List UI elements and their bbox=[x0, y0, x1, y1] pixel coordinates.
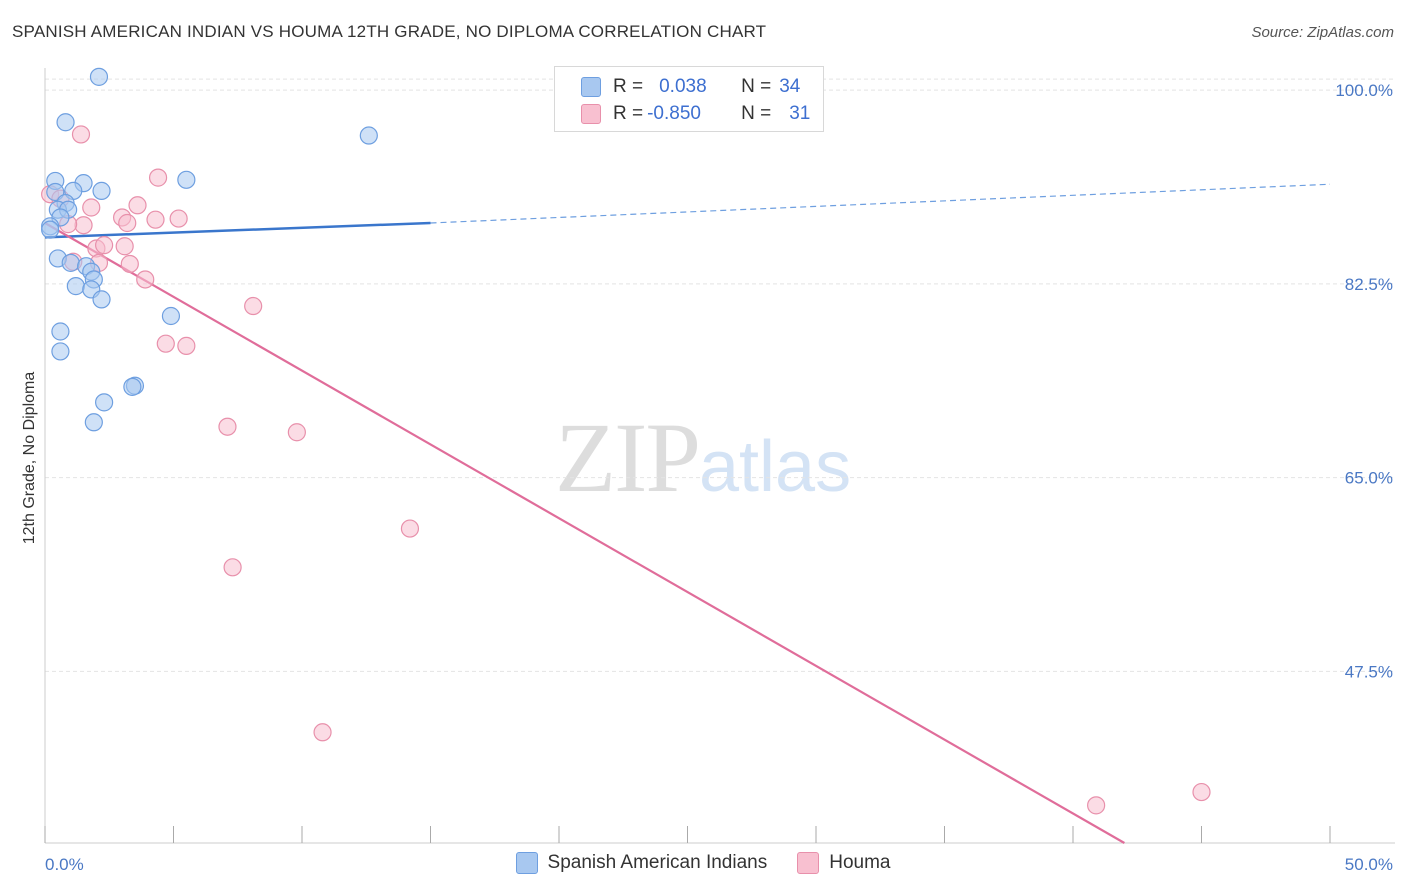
data-point-spanish-american-indians bbox=[46, 182, 65, 202]
y-tick-label: 100.0% bbox=[1335, 81, 1393, 100]
tick-labels: 100.0% 82.5% 65.0% 47.5% 0.0% 50.0% bbox=[45, 81, 1393, 874]
data-point-houma bbox=[218, 417, 237, 436]
data-point-spanish-american-indians bbox=[359, 126, 378, 145]
data-point-houma bbox=[1087, 796, 1106, 815]
legend-r-value: -0.850 bbox=[647, 103, 701, 124]
series-legend-item-houma: Houma bbox=[797, 852, 890, 874]
y-tick-label: 65.0% bbox=[1345, 469, 1393, 488]
series-legend-label: Houma bbox=[829, 852, 891, 873]
legend-r-label: R = bbox=[613, 76, 644, 97]
trend-line-spanish-american-indians bbox=[44, 221, 431, 239]
x-tick-label: 0.0% bbox=[45, 855, 84, 874]
data-point-houma bbox=[82, 198, 101, 217]
data-point-spanish-american-indians bbox=[84, 413, 103, 432]
series-legend: Spanish American Indians Houma bbox=[0, 852, 1406, 874]
data-point-spanish-american-indians bbox=[61, 253, 80, 272]
y-tick-label: 82.5% bbox=[1345, 275, 1393, 294]
trend-line-houma bbox=[44, 222, 1125, 844]
watermark-atlas: atlas bbox=[699, 427, 852, 507]
legend-n-label: N = bbox=[741, 76, 772, 97]
series-legend-item-spanish-american-indians: Spanish American Indians bbox=[515, 852, 768, 874]
data-point-spanish-american-indians bbox=[41, 220, 60, 239]
data-point-spanish-american-indians bbox=[92, 181, 111, 200]
legend-n-value: 31 bbox=[789, 103, 811, 124]
data-point-houma bbox=[287, 423, 306, 442]
data-point-houma bbox=[169, 209, 188, 228]
legend-swatch-blue bbox=[581, 77, 601, 97]
data-point-spanish-american-indians bbox=[56, 113, 75, 132]
data-point-houma bbox=[177, 336, 196, 355]
axes bbox=[44, 68, 1395, 844]
x-tick-label: 50.0% bbox=[1345, 855, 1393, 874]
data-point-houma bbox=[148, 168, 168, 187]
chart-title: SPANISH AMERICAN INDIAN VS HOUMA 12TH GR… bbox=[12, 22, 767, 41]
data-point-houma bbox=[128, 196, 147, 215]
series-swatch-blue bbox=[515, 852, 538, 874]
data-point-spanish-american-indians bbox=[95, 393, 114, 412]
legend-r-label: R = bbox=[613, 103, 644, 124]
data-point-houma bbox=[115, 237, 134, 256]
data-point-houma bbox=[244, 296, 263, 316]
data-point-houma bbox=[223, 558, 242, 577]
data-point-spanish-american-indians bbox=[51, 322, 70, 341]
data-point-spanish-american-indians bbox=[66, 277, 85, 296]
data-point-spanish-american-indians bbox=[51, 342, 70, 361]
y-tick-label: 47.5% bbox=[1345, 662, 1393, 681]
data-point-houma bbox=[1192, 782, 1211, 802]
data-point-houma bbox=[74, 216, 93, 235]
data-point-houma bbox=[313, 723, 332, 742]
data-point-houma bbox=[136, 270, 155, 289]
source-label: Source: ZipAtlas.com bbox=[1251, 24, 1394, 41]
legend-n-label: N = bbox=[741, 103, 772, 124]
legend-r-value: 0.038 bbox=[659, 76, 707, 97]
data-point-spanish-american-indians bbox=[123, 377, 142, 396]
legend-row-houma: R = -0.850 N = 31 bbox=[581, 101, 810, 127]
legend-n-value: 34 bbox=[779, 76, 801, 97]
data-point-houma bbox=[156, 334, 175, 353]
data-point-houma bbox=[146, 210, 165, 229]
trend-line-extension bbox=[430, 183, 1331, 224]
data-point-spanish-american-indians bbox=[89, 67, 109, 86]
series-legend-label: Spanish American Indians bbox=[547, 852, 768, 873]
grid-lines bbox=[45, 78, 1395, 672]
data-point-houma bbox=[95, 236, 114, 255]
data-point-houma bbox=[400, 519, 420, 538]
watermark: ZIPatlas bbox=[555, 400, 851, 515]
stats-legend: R = 0.038 N = 34 R = -0.850 N = 31 bbox=[554, 66, 824, 132]
data-point-houma bbox=[120, 254, 139, 274]
series-swatch-pink bbox=[797, 852, 820, 874]
watermark-zip: ZIP bbox=[555, 402, 701, 513]
trend-lines bbox=[44, 183, 1331, 844]
data-points bbox=[41, 67, 1211, 815]
legend-row-spanish-american-indians: R = 0.038 N = 34 bbox=[581, 74, 800, 100]
data-point-spanish-american-indians bbox=[92, 290, 111, 309]
data-point-spanish-american-indians bbox=[177, 170, 196, 189]
data-point-spanish-american-indians bbox=[161, 306, 181, 326]
legend-swatch-pink bbox=[581, 104, 601, 124]
data-point-houma bbox=[118, 213, 137, 233]
data-point-houma bbox=[71, 125, 91, 144]
